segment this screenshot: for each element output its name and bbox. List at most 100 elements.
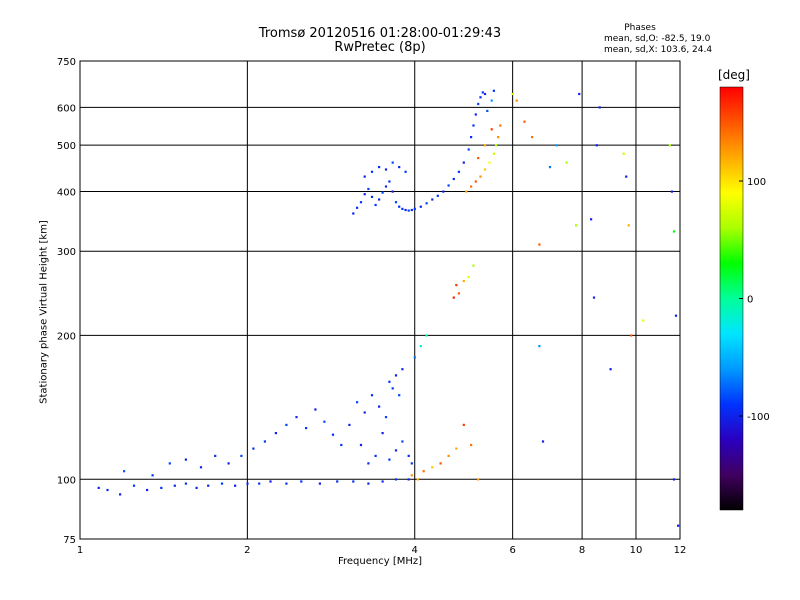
data-point bbox=[462, 279, 465, 283]
data-point bbox=[442, 190, 445, 193]
data-point bbox=[391, 387, 394, 390]
data-point bbox=[398, 166, 401, 169]
data-point bbox=[447, 184, 450, 187]
data-point bbox=[431, 466, 434, 469]
data-point bbox=[378, 198, 381, 201]
data-point bbox=[252, 447, 255, 450]
data-point bbox=[598, 106, 601, 109]
data-point bbox=[590, 218, 593, 221]
data-point bbox=[465, 190, 468, 193]
data-point bbox=[410, 208, 413, 212]
data-point bbox=[431, 198, 434, 201]
data-point bbox=[470, 136, 473, 139]
data-point bbox=[538, 345, 541, 348]
data-point bbox=[367, 482, 370, 485]
data-point bbox=[462, 423, 465, 426]
data-point bbox=[214, 454, 217, 457]
data-point bbox=[470, 185, 473, 188]
data-point bbox=[425, 334, 428, 337]
data-point bbox=[531, 136, 534, 139]
data-point bbox=[160, 486, 163, 489]
y-tick-label: 500 bbox=[57, 141, 76, 152]
data-point bbox=[363, 175, 366, 178]
data-point bbox=[515, 99, 518, 102]
data-point bbox=[398, 205, 401, 208]
colorbar-tick-label: 0 bbox=[747, 295, 753, 306]
phases-o-stats: mean, sd,O: -82.5, 19.0 bbox=[604, 34, 711, 44]
data-point bbox=[370, 170, 374, 173]
data-point bbox=[356, 401, 359, 404]
data-point bbox=[146, 488, 149, 492]
y-tick-label: 100 bbox=[57, 475, 76, 486]
x-tick-label: 12 bbox=[674, 545, 687, 556]
data-point bbox=[184, 458, 187, 461]
data-point bbox=[492, 152, 495, 155]
data-point bbox=[300, 480, 303, 483]
data-point bbox=[452, 177, 455, 181]
data-point bbox=[452, 296, 455, 299]
data-point bbox=[467, 276, 470, 279]
data-point bbox=[240, 454, 243, 457]
data-point bbox=[425, 202, 428, 205]
data-point bbox=[672, 478, 676, 481]
data-point bbox=[565, 161, 568, 164]
data-point bbox=[622, 152, 625, 155]
data-point bbox=[246, 482, 249, 485]
data-point bbox=[336, 480, 339, 483]
data-point bbox=[388, 380, 391, 383]
data-point bbox=[479, 175, 482, 178]
data-point bbox=[285, 423, 288, 426]
data-point bbox=[374, 203, 377, 207]
data-point bbox=[184, 482, 187, 485]
data-point bbox=[258, 482, 261, 485]
data-point bbox=[363, 193, 366, 196]
data-point bbox=[384, 185, 388, 188]
data-point bbox=[394, 374, 398, 377]
data-point bbox=[541, 440, 545, 443]
data-point bbox=[457, 170, 460, 173]
data-point bbox=[227, 462, 230, 465]
data-point bbox=[295, 416, 298, 419]
data-point bbox=[384, 416, 388, 419]
data-point bbox=[331, 433, 335, 436]
data-point bbox=[595, 144, 598, 147]
data-point bbox=[398, 394, 401, 397]
data-point bbox=[447, 454, 450, 457]
data-point bbox=[381, 191, 384, 194]
data-point bbox=[410, 474, 413, 477]
data-point bbox=[483, 168, 487, 171]
data-point bbox=[410, 462, 413, 465]
x-tick-label: 8 bbox=[579, 545, 585, 556]
data-point bbox=[492, 89, 495, 92]
data-point bbox=[422, 470, 425, 473]
data-point bbox=[670, 190, 673, 193]
data-point bbox=[477, 478, 480, 481]
data-point bbox=[413, 207, 416, 210]
data-point bbox=[363, 411, 366, 414]
data-point bbox=[318, 482, 321, 485]
data-point bbox=[168, 462, 171, 465]
data-point bbox=[123, 470, 126, 473]
data-point bbox=[207, 484, 210, 487]
data-point bbox=[356, 206, 359, 209]
data-point bbox=[173, 484, 176, 487]
data-point bbox=[394, 478, 398, 481]
data-point bbox=[378, 166, 381, 169]
data-point bbox=[388, 458, 391, 461]
data-point bbox=[195, 486, 198, 489]
data-point bbox=[97, 486, 100, 489]
data-point bbox=[401, 440, 404, 443]
y-tick-label: 200 bbox=[57, 331, 76, 342]
data-point bbox=[499, 124, 502, 127]
data-point bbox=[367, 462, 370, 465]
x-tick-label: 1 bbox=[77, 545, 83, 556]
data-point bbox=[481, 91, 484, 94]
data-point bbox=[367, 187, 370, 191]
colorbar-tick-label: -100 bbox=[747, 412, 770, 423]
data-point bbox=[274, 432, 277, 435]
colorbar-tick-label: 100 bbox=[747, 177, 766, 188]
data-point bbox=[642, 319, 645, 322]
data-point bbox=[470, 443, 473, 447]
y-tick-label: 600 bbox=[57, 103, 76, 114]
